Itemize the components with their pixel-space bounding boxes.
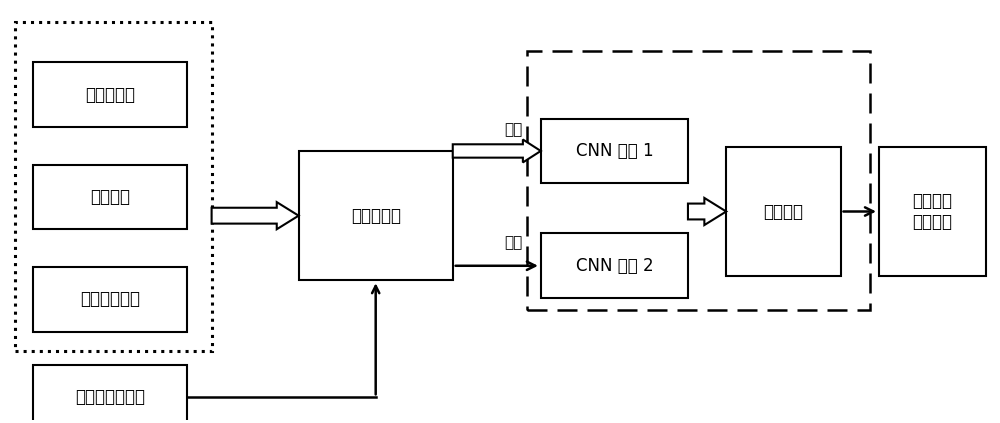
Text: 测试: 测试	[504, 235, 522, 250]
Text: 集成学习: 集成学习	[763, 203, 803, 220]
Bar	[879, 147, 986, 276]
Bar	[33, 62, 187, 127]
Text: CNN 模型 1: CNN 模型 1	[576, 142, 653, 160]
Text: CNN 模型 2: CNN 模型 2	[576, 257, 653, 275]
Text: 干涉信号采集: 干涉信号采集	[80, 290, 140, 308]
Text: 选取扰动点: 选取扰动点	[85, 85, 135, 104]
Text: 训练: 训练	[504, 123, 522, 137]
Bar	[15, 22, 212, 352]
Bar	[541, 233, 688, 298]
Bar	[726, 147, 841, 276]
Text: 模拟扰动: 模拟扰动	[90, 188, 130, 206]
Polygon shape	[453, 140, 541, 162]
Polygon shape	[688, 198, 726, 225]
Bar	[527, 51, 870, 310]
Bar	[33, 165, 187, 229]
Bar	[541, 118, 688, 183]
Text: 待定位干涉信号: 待定位干涉信号	[75, 388, 145, 406]
Bar	[33, 365, 187, 423]
Text: 数据预处理: 数据预处理	[351, 207, 401, 225]
Bar	[299, 151, 453, 280]
Bar	[33, 267, 187, 332]
Text: 扰动位置
预测结果: 扰动位置 预测结果	[913, 192, 953, 231]
Polygon shape	[212, 202, 299, 229]
